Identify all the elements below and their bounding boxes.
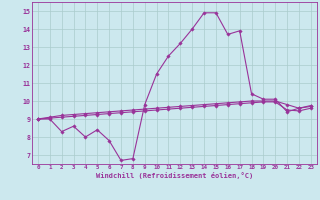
X-axis label: Windchill (Refroidissement éolien,°C): Windchill (Refroidissement éolien,°C) <box>96 172 253 179</box>
